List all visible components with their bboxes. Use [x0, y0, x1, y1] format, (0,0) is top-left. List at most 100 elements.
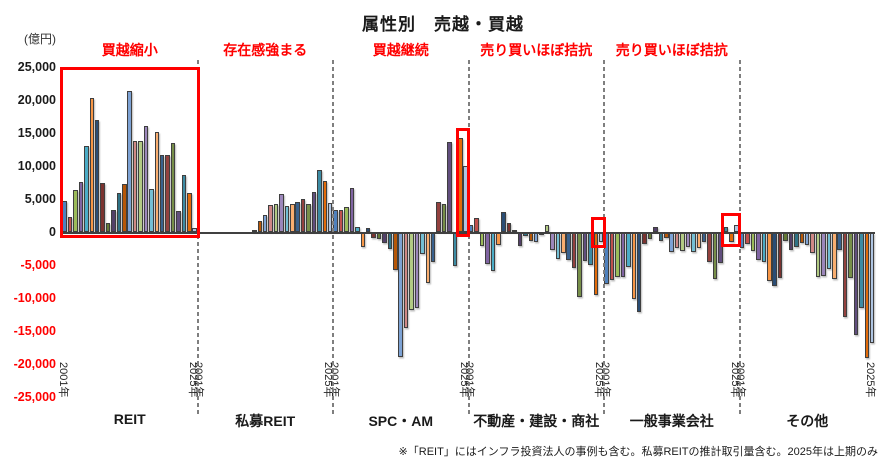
bar-spc-am-2004	[349, 188, 355, 232]
bar-sonota-2014	[810, 233, 815, 254]
year-label-start-shibo-reit: 2001年	[191, 362, 207, 397]
bar-reit-2017	[149, 189, 154, 232]
bar-sonota-2016	[821, 233, 826, 276]
bar-fudosan-kensetsu-shosha-2017	[555, 233, 561, 259]
bar-sonota-2019	[837, 233, 842, 251]
bar-reit-2019	[159, 154, 165, 232]
bar-spc-am-2016	[414, 233, 420, 308]
bar-sonota-2006	[767, 233, 772, 281]
bar-fudosan-kensetsu-shosha-2002	[474, 218, 479, 232]
bar-spc-am-2014	[403, 233, 409, 329]
bar-sonota-2003	[750, 233, 756, 251]
bar-reit-2024	[187, 193, 192, 232]
bar-spc-am-2002	[338, 209, 344, 232]
bar-fudosan-kensetsu-shosha-2018	[561, 233, 566, 254]
bar-fudosan-kensetsu-shosha-2006	[496, 233, 501, 245]
group-annotation-spc-am: 買越継続	[372, 42, 429, 58]
bar-shibo-reit-2024	[322, 180, 328, 232]
group-label-spc-am: SPC・AM	[368, 413, 434, 429]
year-label-end-sonota: 2025年	[864, 362, 877, 398]
bar-shibo-reit-2015	[273, 204, 279, 232]
bar-sonota-2022	[853, 233, 859, 335]
bar-sonota-2015	[815, 233, 821, 278]
bar-fudosan-kensetsu-shosha-2008	[506, 222, 512, 232]
y-tick-label: -5,000	[20, 258, 56, 272]
bar-fudosan-kensetsu-shosha-2013	[533, 233, 539, 242]
bar-reit-2006	[89, 98, 94, 232]
group-label-sonota: その他	[786, 413, 829, 429]
bar-spc-am-2013	[398, 233, 403, 358]
bar-ippan-jigyo-kaisha-2007	[636, 233, 642, 312]
bar-sonota-2018	[832, 233, 837, 280]
bar-spc-am-2017	[420, 233, 425, 255]
bar-ippan-jigyo-kaisha-2019	[701, 233, 707, 242]
bar-fudosan-kensetsu-shosha-2014	[539, 233, 544, 235]
bar-ippan-jigyo-kaisha-2005	[626, 233, 631, 267]
bar-ippan-jigyo-kaisha-2012	[664, 233, 669, 238]
y-tick-label: -20,000	[13, 357, 56, 371]
bar-fudosan-kensetsu-shosha-2022	[582, 233, 588, 262]
y-tick-label: 10,000	[17, 159, 56, 173]
bar-reit-2011	[116, 193, 122, 232]
bar-spc-am-2019	[430, 233, 436, 263]
highlight-box-fudosan-kensetsu-shosha	[591, 216, 606, 249]
bar-fudosan-kensetsu-shosha-2021	[577, 233, 582, 298]
bar-ippan-jigyo-kaisha-2006	[631, 233, 636, 299]
bar-spc-am-2022	[447, 141, 452, 232]
y-tick-label: 5,000	[24, 192, 56, 206]
bar-reit-2021	[170, 142, 176, 232]
group-separator	[467, 60, 470, 417]
year-label-start-reit: 2001年	[56, 362, 69, 398]
bar-spc-am-2011	[387, 233, 393, 249]
bar-shibo-reit-2018	[290, 204, 295, 232]
bar-reit-2016	[143, 125, 149, 232]
group-label-reit: REIT	[113, 411, 146, 427]
bar-sonota-2011	[794, 233, 799, 247]
bar-reit-2003	[73, 190, 78, 232]
bar-reit-2020	[165, 155, 170, 232]
footnote: ※「REIT」にはインフラ投資法人の事例も含む。私募REITの推計取引量含む。2…	[398, 446, 878, 458]
group-label-ippan-jigyo-kaisha: 一般事業会社	[629, 413, 714, 429]
group-separator	[332, 60, 334, 417]
group-label-shibo-reit: 私募REIT	[235, 413, 296, 429]
bar-reit-2015	[138, 140, 143, 232]
bar-ippan-jigyo-kaisha-2008	[642, 233, 647, 245]
bar-spc-am-2003	[344, 206, 349, 232]
bar-ippan-jigyo-kaisha-2020	[707, 233, 712, 263]
bar-shibo-reit-2020	[300, 199, 306, 232]
bar-reit-2004	[78, 181, 84, 232]
highlight-box-reit	[60, 67, 200, 238]
chart-title: 属性別 売越・買越	[362, 15, 524, 34]
bar-spc-am-2020	[436, 201, 441, 232]
bar-reit-2022	[176, 210, 181, 232]
bar-sonota-2009	[783, 233, 788, 241]
bar-fudosan-kensetsu-shosha-2016	[550, 233, 555, 250]
year-label-start-spc-am: 2001年	[327, 362, 343, 397]
bar-reit-2008	[100, 183, 105, 232]
y-tick-label: -15,000	[13, 324, 56, 338]
bar-spc-am-2012	[393, 233, 398, 270]
bar-reit-2010	[111, 210, 116, 232]
bar-sonota-2007	[772, 233, 777, 287]
y-axis-unit-label: (億円)	[24, 32, 56, 46]
bar-spc-am-2010	[382, 233, 387, 243]
bar-shibo-reit-2023	[317, 169, 322, 232]
y-tick-label: 20,000	[17, 93, 56, 107]
bar-ippan-jigyo-kaisha-2002	[609, 233, 615, 280]
bar-reit-2013	[127, 90, 132, 232]
bar-spc-am-2021	[441, 203, 447, 232]
bar-ippan-jigyo-kaisha-2016	[685, 233, 691, 247]
bar-ippan-jigyo-kaisha-2009	[647, 233, 653, 239]
group-separator	[196, 60, 199, 417]
highlight-box-spc-am	[455, 127, 471, 237]
group-label-fudosan-kensetsu-shosha: 不動産・建設・商社	[473, 413, 600, 429]
y-tick-label: 25,000	[17, 60, 56, 74]
bar-shibo-reit-2016	[279, 193, 284, 232]
bar-sonota-2013	[804, 233, 810, 245]
bar-fudosan-kensetsu-shosha-2012	[528, 233, 534, 241]
bar-sonota-2005	[761, 233, 767, 263]
bar-shibo-reit-2017	[284, 206, 290, 232]
year-label-start-sonota: 2001年	[733, 362, 749, 397]
y-tick-label: 0	[49, 225, 56, 239]
bar-sonota-2024	[864, 233, 870, 358]
